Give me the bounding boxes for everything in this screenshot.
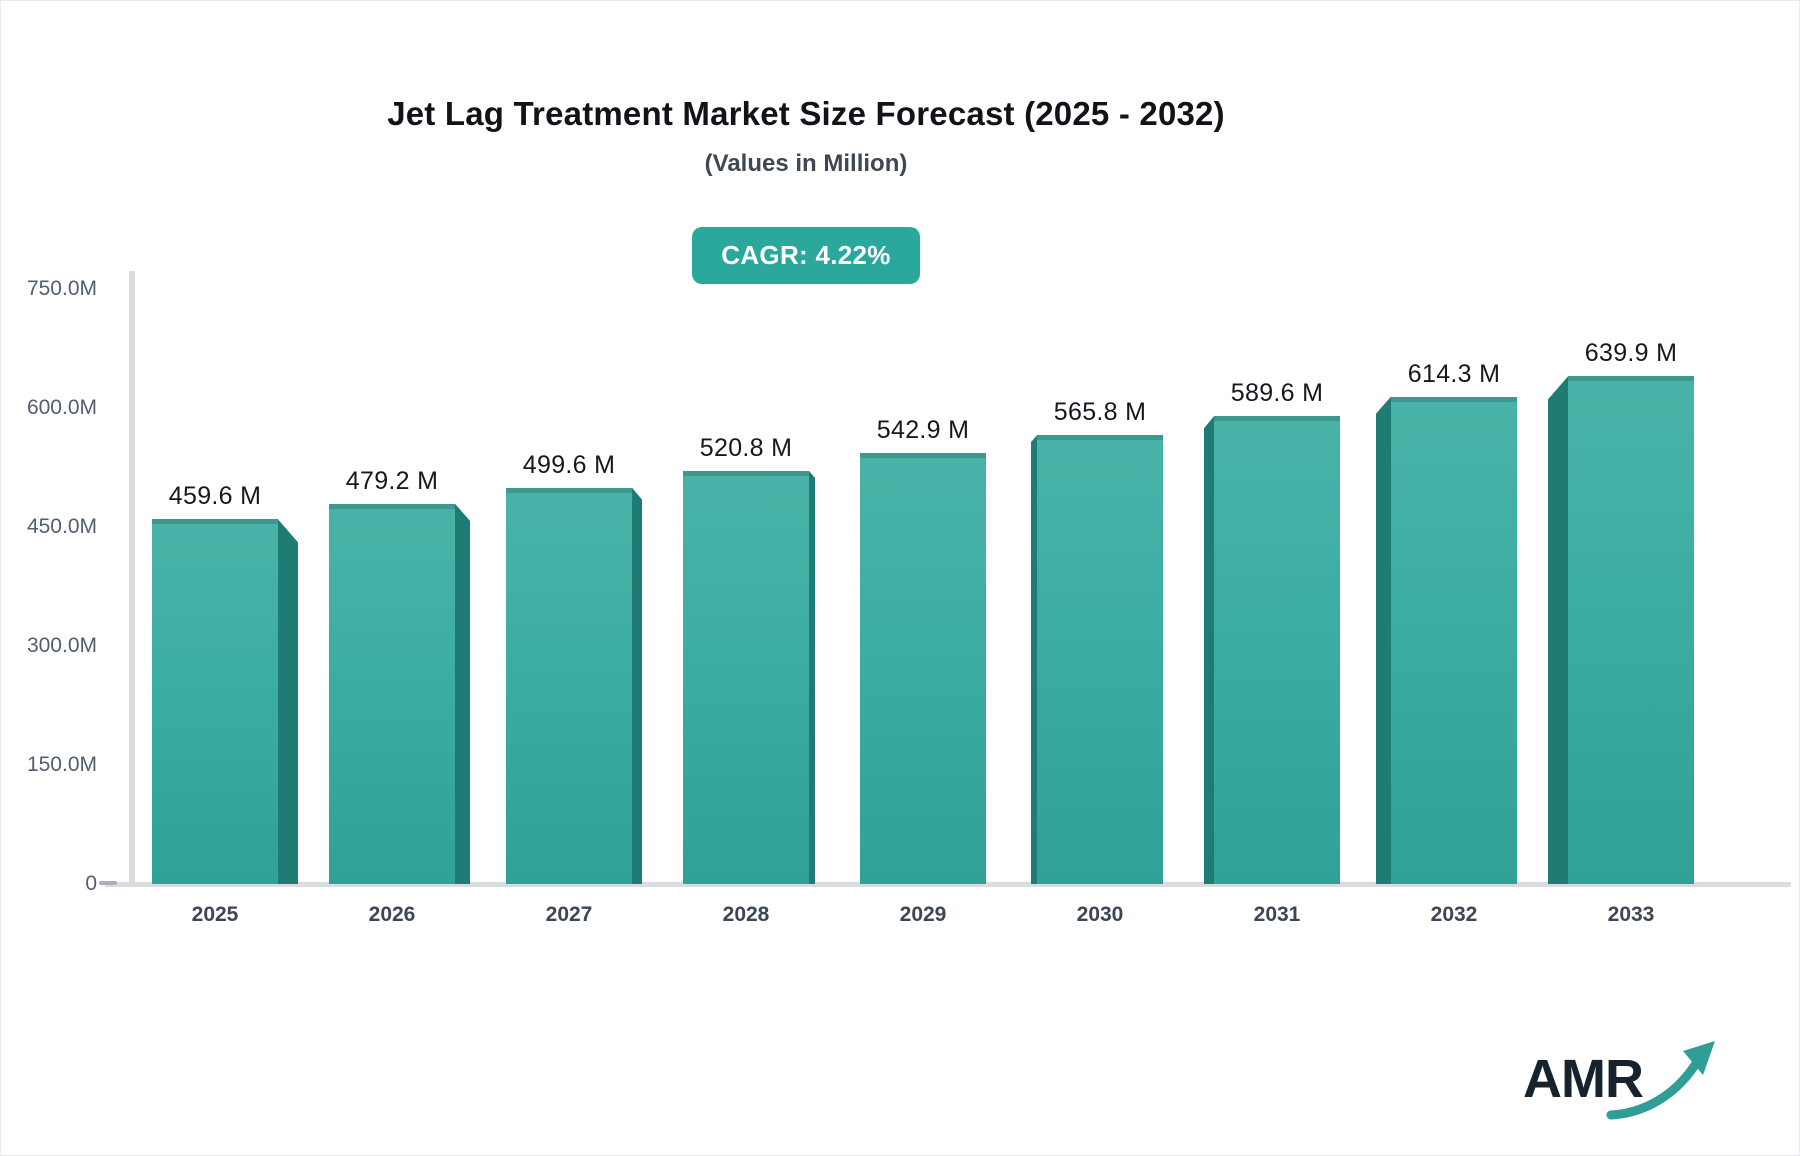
bar-2028 (683, 470, 809, 884)
y-axis-tick-label: 750.0M (26, 277, 97, 300)
chart-title: Jet Lag Treatment Market Size Forecast (… (387, 95, 1225, 132)
bar-2033 (1568, 376, 1694, 884)
bar-value-label: 520.8 M (699, 433, 793, 462)
cagr-badge-row: CAGR: 4.22% (1, 227, 1611, 284)
trend-up-arrow-head (1683, 1041, 1715, 1075)
bar-3d-side (1204, 416, 1214, 884)
x-axis-tick-label: 2029 (899, 903, 947, 926)
bar-top-edge (329, 503, 455, 509)
bar-3d-side (278, 519, 298, 884)
bar-top-edge (683, 470, 809, 476)
bar-top-edge (860, 453, 986, 459)
bar-value-label: 542.9 M (876, 416, 970, 445)
x-axis-tick-label: 2027 (545, 903, 593, 926)
bar-2026 (329, 503, 455, 884)
x-axis-tick-label: 2032 (1430, 903, 1478, 926)
x-axis-tick-label: 2033 (1607, 903, 1655, 926)
y-axis-tick-label: 600.0M (26, 396, 97, 419)
x-axis-tick-label: 2025 (191, 903, 239, 926)
x-axis-line (105, 882, 1791, 887)
bar-2027 (506, 487, 632, 884)
bar-2025 (152, 519, 278, 884)
chart-subtitle: (Values in Million) (704, 150, 908, 177)
bar-value-label: 589.6 M (1230, 379, 1324, 408)
bar-top-edge (1214, 416, 1340, 422)
cagr-badge: CAGR: 4.22% (692, 227, 920, 284)
bar-2030 (1037, 435, 1163, 884)
bar-top-edge (1568, 376, 1694, 382)
bar-top-edge (1037, 435, 1163, 441)
bar-value-label: 459.6 M (168, 482, 262, 511)
y-axis-tick-label: 0 (85, 872, 97, 895)
amr-logo-text: AMR (1523, 1049, 1643, 1109)
bar-3d-side (455, 503, 470, 884)
amr-logo: AMR (1523, 1041, 1715, 1120)
bar-3d-side (632, 487, 642, 884)
bar-2032 (1391, 396, 1517, 884)
x-axis-tick-label: 2031 (1253, 903, 1301, 926)
bar-top-edge (152, 519, 278, 525)
bar-3d-side (809, 470, 815, 884)
bar-top-edge (1391, 396, 1517, 402)
bar-top-edge (506, 487, 632, 493)
x-axis-tick-label: 2030 (1076, 903, 1124, 926)
y-axis-tick-label: 300.0M (26, 634, 97, 657)
y-axis-line (129, 271, 135, 887)
zero-tick-mark (99, 881, 117, 885)
bar-3d-side (1031, 435, 1037, 884)
bar-2031 (1214, 416, 1340, 884)
bar-value-label: 565.8 M (1053, 398, 1147, 427)
trend-up-arrow-icon (1606, 1060, 1700, 1120)
bar-value-label: 614.3 M (1407, 359, 1501, 388)
bar-3d-side (1548, 376, 1568, 884)
y-axis-tick-label: 450.0M (26, 515, 97, 538)
bar-value-label: 479.2 M (345, 466, 439, 495)
y-axis-tick-label: 150.0M (26, 753, 97, 776)
bar-2029 (860, 453, 986, 884)
x-axis-tick-label: 2028 (722, 903, 770, 926)
bar-value-label: 639.9 M (1584, 339, 1678, 368)
bar-value-label: 499.6 M (522, 450, 616, 479)
x-axis-tick-label: 2026 (368, 903, 416, 926)
bar-3d-side (1376, 396, 1391, 884)
